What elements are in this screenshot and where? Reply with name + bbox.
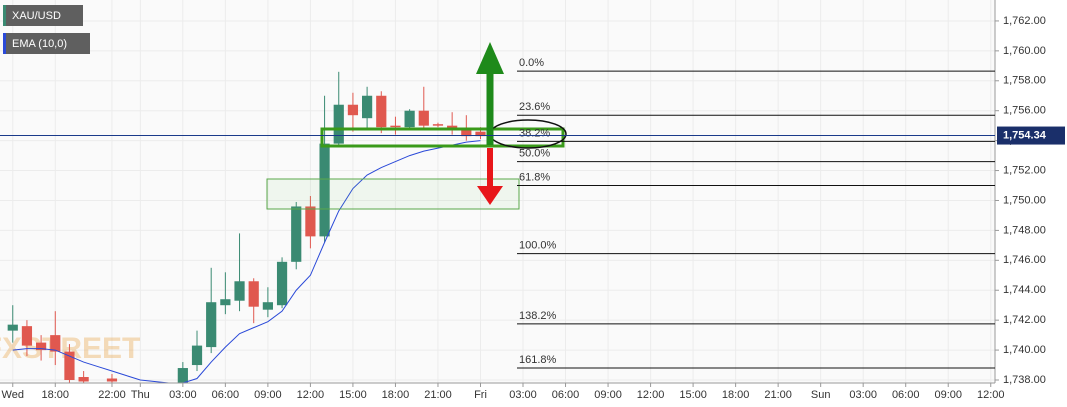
x-tick-label: Fri bbox=[474, 389, 487, 401]
x-tick-label: 06:00 bbox=[212, 389, 240, 401]
candle-body bbox=[333, 104, 344, 144]
legend-box bbox=[3, 5, 83, 26]
grid bbox=[0, 0, 995, 383]
y-tick-label: 1,742.00 bbox=[1003, 314, 1046, 326]
candle-body bbox=[376, 95, 387, 128]
fib-label: 100.0% bbox=[519, 239, 557, 251]
candle-body bbox=[234, 281, 245, 301]
zone-box bbox=[266, 178, 520, 210]
candle-body bbox=[262, 302, 273, 310]
candle-body bbox=[432, 124, 444, 126]
candle-body bbox=[390, 125, 401, 128]
candle-body bbox=[177, 368, 188, 383]
x-tick-label: 12:00 bbox=[297, 389, 325, 401]
y-tick-label: 1,744.00 bbox=[1003, 284, 1046, 296]
candle-body bbox=[319, 143, 330, 237]
x-tick-label: Thu bbox=[131, 389, 150, 401]
fib-label: 0.0% bbox=[519, 57, 544, 69]
candle-body bbox=[50, 335, 61, 352]
y-tick-label: 1,756.00 bbox=[1003, 105, 1046, 117]
plot bbox=[7, 71, 486, 383]
x-tick-label: 12:00 bbox=[637, 389, 665, 401]
x-tick-label: 03:00 bbox=[169, 389, 197, 401]
candle-body bbox=[291, 206, 302, 262]
x-tick-label: 15:00 bbox=[679, 389, 707, 401]
x-tick-label: Wed bbox=[2, 389, 24, 401]
candle-body bbox=[64, 351, 75, 381]
candle-body bbox=[206, 302, 217, 348]
x-tick-label: 15:00 bbox=[339, 389, 367, 401]
legend-label: EMA (10,0) bbox=[12, 38, 67, 50]
x-tick-label: Sun bbox=[811, 389, 831, 401]
x-tick-label: 12:00 bbox=[977, 389, 1005, 401]
legend-label: XAU/USD bbox=[12, 10, 61, 22]
candle-body bbox=[447, 125, 458, 129]
y-tick-label: 1,750.00 bbox=[1003, 194, 1046, 206]
last-price-label: 1,754.34 bbox=[1003, 129, 1047, 141]
candle-body bbox=[7, 324, 18, 331]
candle-body bbox=[106, 378, 118, 382]
ema-line bbox=[12, 140, 481, 383]
candle-body bbox=[191, 345, 203, 366]
candle-body bbox=[36, 342, 47, 351]
candle-body bbox=[404, 110, 415, 128]
legend-marker bbox=[3, 5, 6, 26]
x-tick-label: 03:00 bbox=[509, 389, 537, 401]
x-tick-label: 22:00 bbox=[98, 389, 126, 401]
last-price-box bbox=[997, 126, 1065, 145]
candle-body bbox=[248, 281, 259, 307]
x-tick-label: 03:00 bbox=[849, 389, 877, 401]
candle-body bbox=[78, 377, 89, 382]
y-tick-label: 1,752.00 bbox=[1003, 164, 1046, 176]
x-tick-label: 18:00 bbox=[42, 389, 70, 401]
x-tick-label: 18:00 bbox=[722, 389, 750, 401]
x-tick-label: 09:00 bbox=[254, 389, 282, 401]
candle-body bbox=[21, 326, 33, 346]
fib-label: 161.8% bbox=[519, 354, 557, 366]
fib-label: 50.0% bbox=[519, 147, 550, 159]
fib-label: 138.2% bbox=[519, 310, 557, 322]
arrow-down-head bbox=[477, 186, 503, 205]
candle-body bbox=[361, 95, 373, 119]
y-tick-label: 1,748.00 bbox=[1003, 224, 1046, 236]
x-tick-label: 21:00 bbox=[764, 389, 792, 401]
x-tick-label: 06:00 bbox=[892, 389, 920, 401]
x-tick-label: 21:00 bbox=[424, 389, 452, 401]
candle-body bbox=[276, 261, 288, 306]
candle-body bbox=[347, 104, 359, 116]
zone-box bbox=[320, 127, 565, 148]
fib-label: 38.2% bbox=[519, 127, 550, 139]
arrow-up-head bbox=[476, 42, 504, 74]
x-tick-label: 06:00 bbox=[552, 389, 580, 401]
y-tick-label: 1,760.00 bbox=[1003, 45, 1046, 57]
x-tick-label: 18:00 bbox=[382, 389, 410, 401]
y-tick-label: 1,740.00 bbox=[1003, 344, 1046, 356]
candle-body bbox=[461, 128, 472, 137]
fib-label: 23.6% bbox=[519, 101, 550, 113]
y-tick-label: 1,758.00 bbox=[1003, 75, 1046, 87]
legend-box bbox=[3, 33, 90, 54]
candle-body bbox=[475, 131, 486, 137]
x-tick-label: 09:00 bbox=[934, 389, 962, 401]
x-tick-label: 09:00 bbox=[594, 389, 622, 401]
y-tick-label: 1,738.00 bbox=[1003, 374, 1046, 386]
candle-body bbox=[305, 206, 316, 237]
fib-label: 61.8% bbox=[519, 171, 550, 183]
candle-body bbox=[220, 299, 231, 306]
y-tick-label: 1,746.00 bbox=[1003, 254, 1046, 266]
y-tick-label: 1,762.00 bbox=[1003, 15, 1046, 27]
legend-marker bbox=[3, 33, 6, 54]
candle-body bbox=[418, 110, 429, 126]
